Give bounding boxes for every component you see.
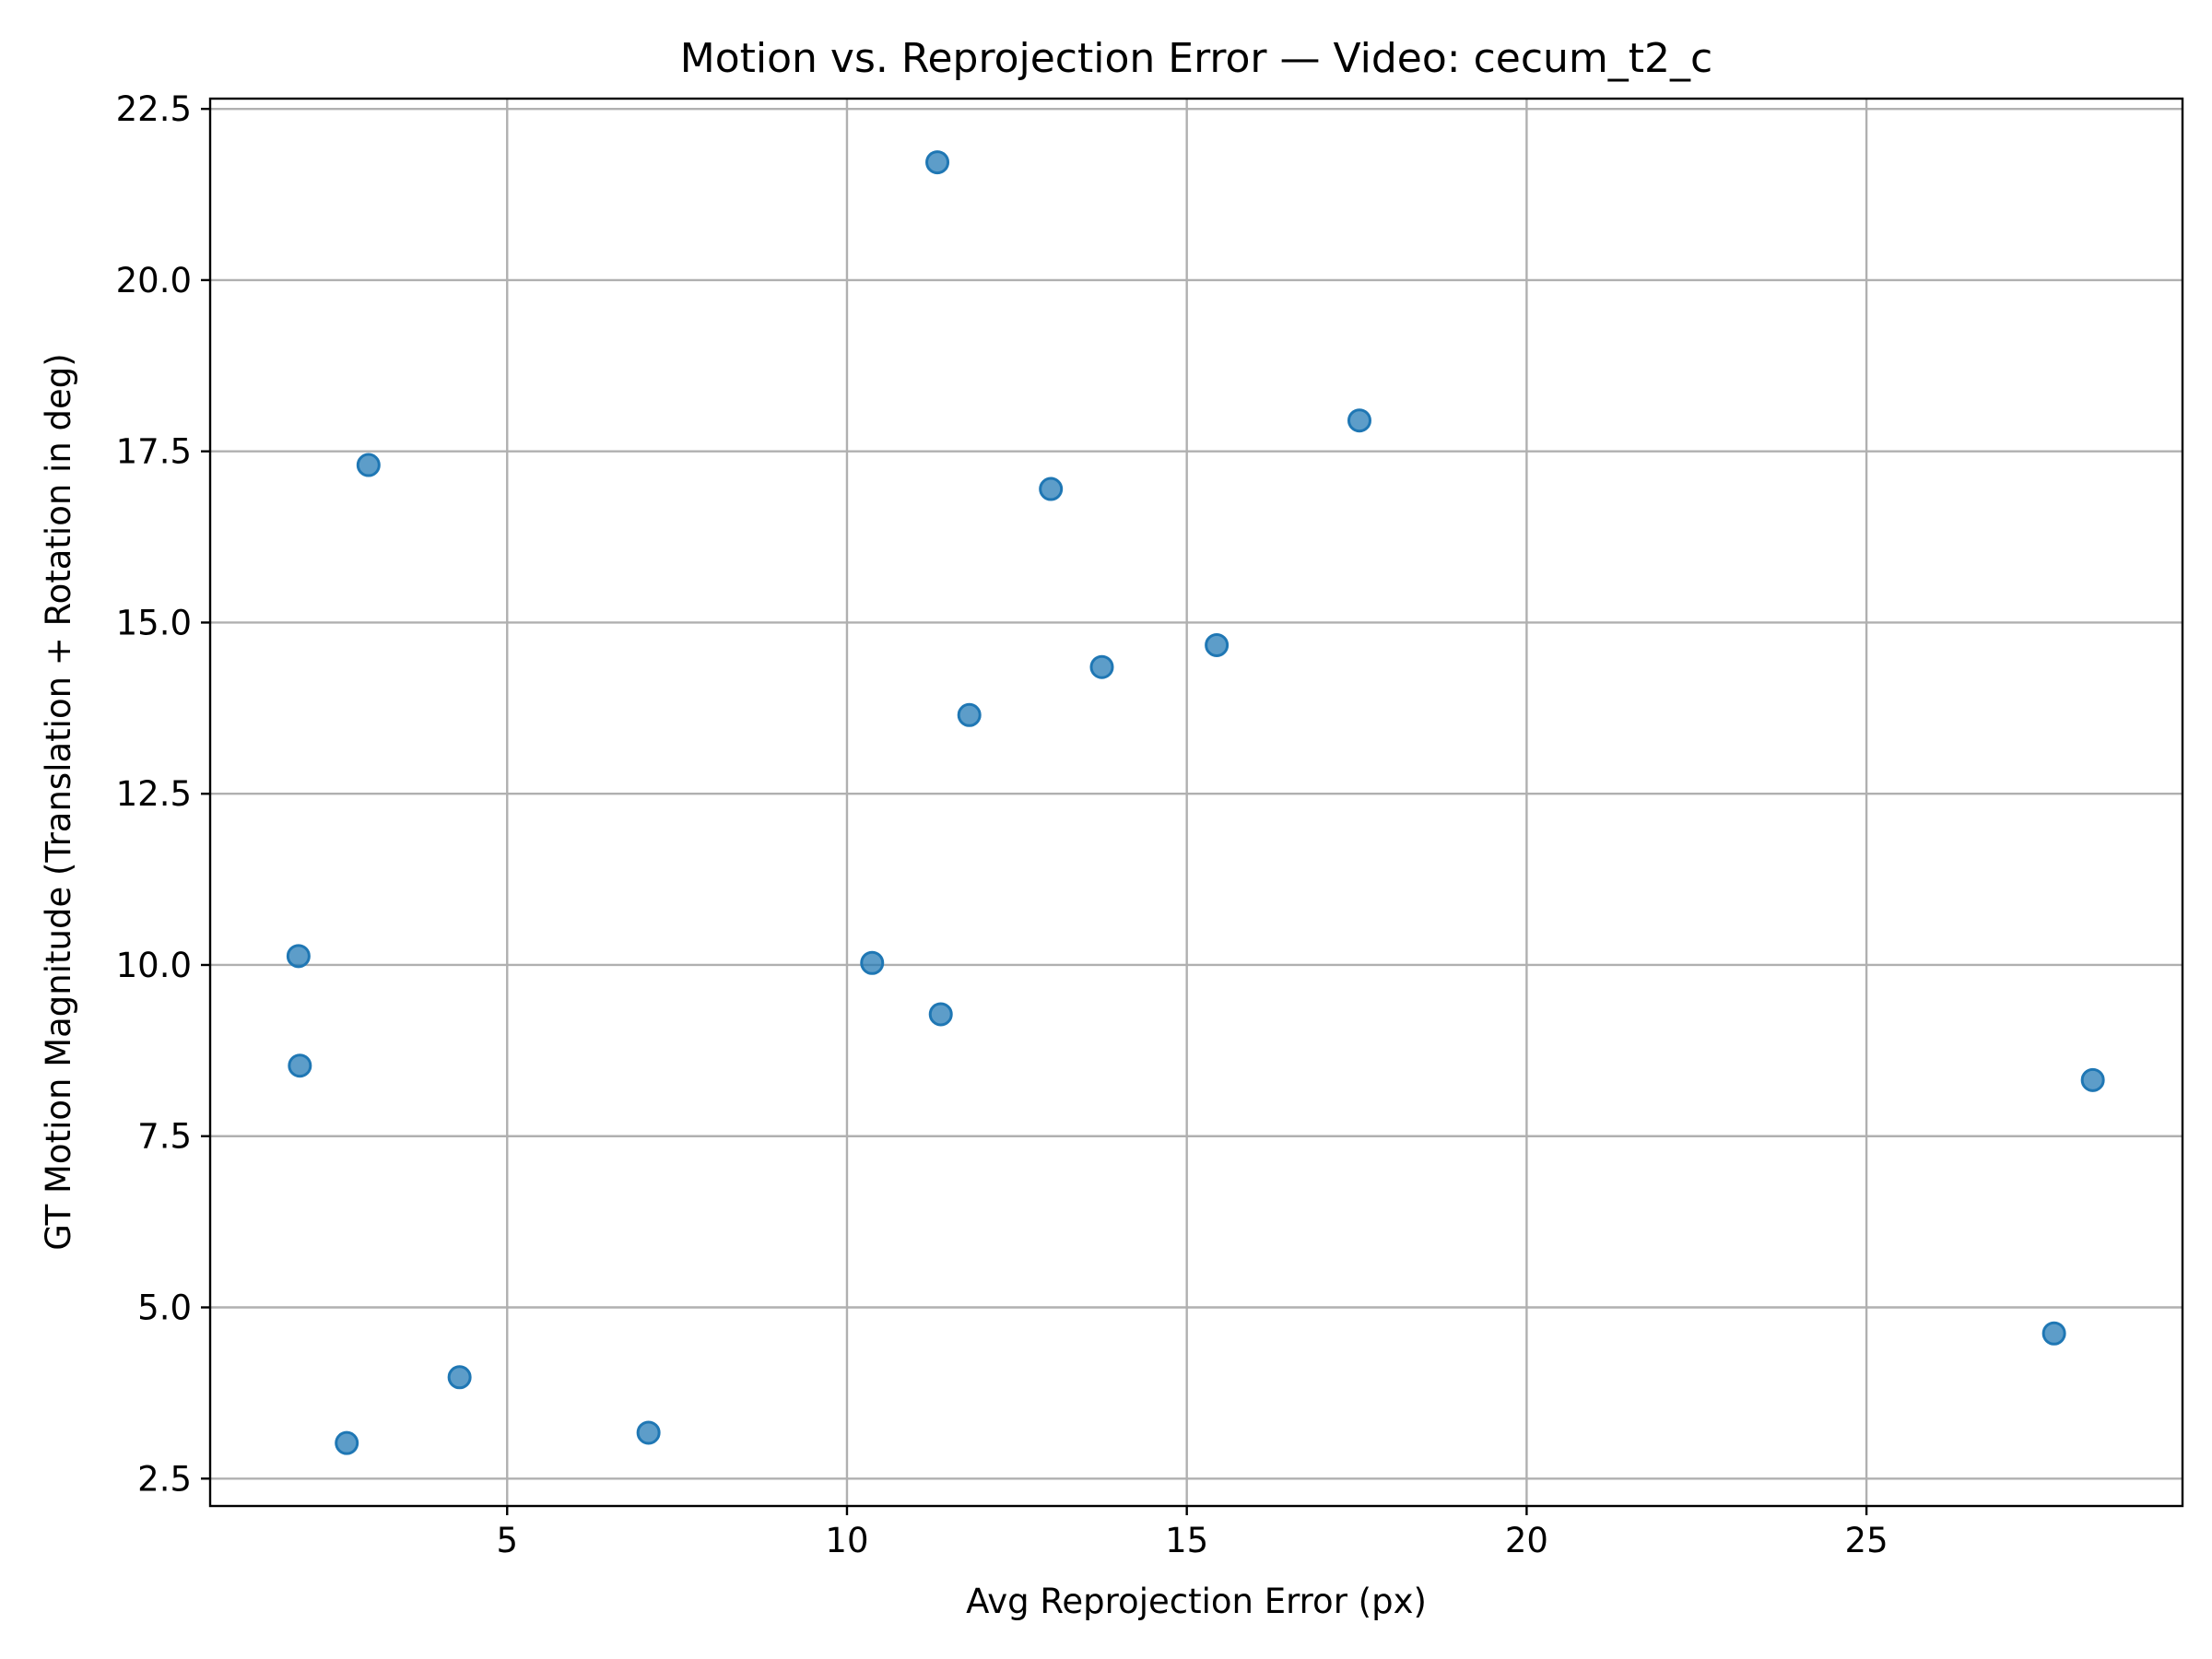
data-point — [1089, 654, 1114, 679]
grid — [210, 99, 2183, 1506]
data-point — [925, 150, 950, 175]
chart-title: Motion vs. Reprojection Error — Video: c… — [680, 35, 1712, 82]
y-tick-label: 7.5 — [137, 1117, 192, 1157]
data-points — [286, 150, 2105, 1455]
y-tick-label: 17.5 — [116, 432, 192, 472]
data-point — [1039, 477, 1064, 501]
data-point — [2080, 1067, 2105, 1092]
x-tick-label: 5 — [496, 1521, 518, 1560]
data-point — [1347, 408, 1371, 433]
x-axis-ticks: 5 10 15 20 25 — [496, 1506, 1888, 1560]
x-tick-label: 20 — [1505, 1521, 1548, 1560]
y-tick-label: 2.5 — [137, 1459, 192, 1499]
data-point — [2041, 1321, 2066, 1346]
x-tick-label: 10 — [825, 1521, 868, 1560]
x-tick-label: 15 — [1165, 1521, 1208, 1560]
y-axis-label: GT Motion Magnitude (Translation + Rotat… — [39, 353, 78, 1250]
data-point — [447, 1365, 472, 1390]
data-point — [335, 1430, 359, 1455]
data-point — [928, 1002, 953, 1027]
y-tick-label: 5.0 — [137, 1288, 192, 1328]
y-tick-label: 20.0 — [116, 261, 192, 300]
x-tick-label: 25 — [1845, 1521, 1888, 1560]
data-point — [860, 950, 885, 975]
data-point — [288, 1053, 312, 1078]
y-tick-label: 12.5 — [116, 774, 192, 814]
x-axis-label: Avg Reprojection Error (px) — [966, 1582, 1427, 1621]
data-point — [286, 944, 311, 969]
data-point — [356, 453, 381, 477]
y-tick-label: 22.5 — [116, 89, 192, 129]
data-point — [1205, 632, 1230, 657]
y-axis-ticks: 2.5 5.0 7.5 10.0 12.5 15.0 17.5 20.0 22.5 — [116, 89, 210, 1499]
y-tick-label: 10.0 — [116, 946, 192, 985]
data-point — [957, 702, 982, 727]
plot-frame — [208, 97, 2184, 1508]
y-tick-label: 15.0 — [116, 603, 192, 642]
data-point — [636, 1420, 661, 1445]
